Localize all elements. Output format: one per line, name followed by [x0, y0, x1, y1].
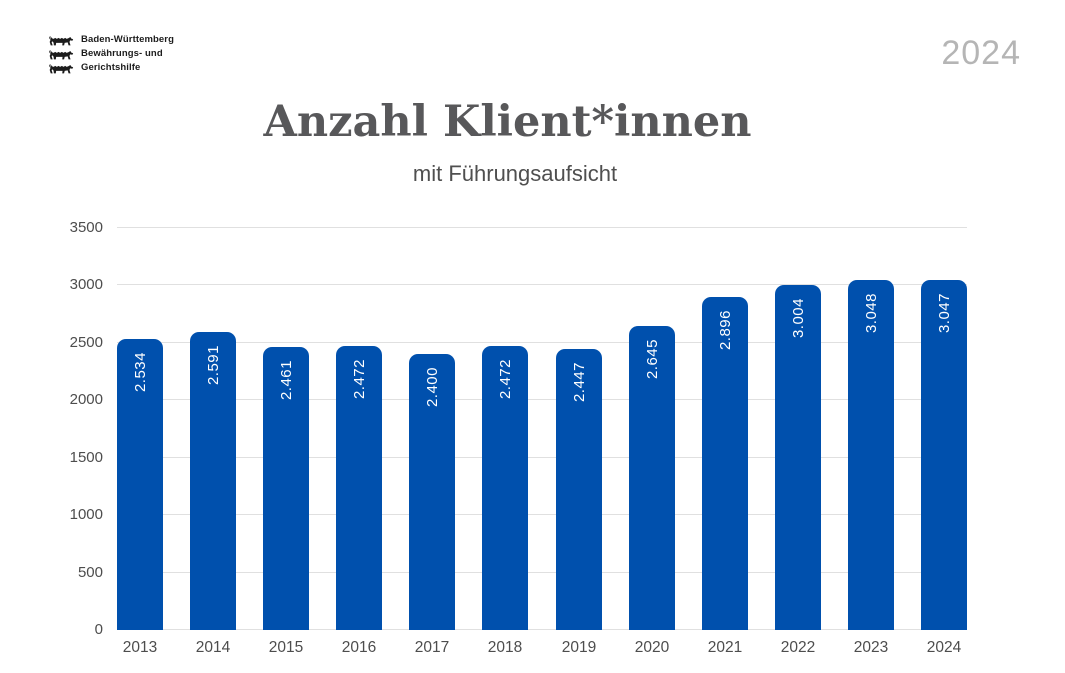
- x-axis-label: 2024: [926, 639, 962, 656]
- y-axis-label: 2500: [69, 333, 103, 351]
- bar-value-label: 2.447: [570, 362, 588, 403]
- gridline: [117, 456, 967, 458]
- bar-value-label: 2.896: [716, 310, 734, 351]
- report-year-badge: 2024: [941, 34, 1021, 72]
- y-axis-label: 1500: [69, 448, 103, 466]
- y-axis-label: 3000: [69, 276, 103, 294]
- y-axis-label: 0: [94, 621, 103, 638]
- gridline: [117, 514, 967, 516]
- y-axis-label: 500: [77, 563, 103, 581]
- y-axis-label: 1000: [69, 506, 103, 524]
- x-axis-label: 2018: [487, 639, 523, 656]
- bar-value-label: 2.534: [131, 352, 149, 393]
- x-axis-label: 2016: [341, 639, 377, 656]
- bar-value-label: 3.004: [789, 298, 807, 339]
- bar-2024: 3.047 2024: [921, 280, 967, 656]
- plot-area: 0 500 1000 1500 2000 2500 3000 3500 2.534 2013 2.5…: [70, 219, 967, 656]
- bar-value-label: 3.047: [935, 293, 953, 334]
- x-axis-label: 2022: [780, 639, 816, 656]
- logo-line-2: Bewährungs- und: [81, 47, 163, 59]
- gridline: [117, 571, 967, 573]
- bar-value-label: 2.472: [350, 359, 368, 400]
- gridline: [117, 341, 967, 343]
- x-axis-label: 2023: [853, 639, 889, 656]
- x-axis-label: 2020: [634, 639, 670, 656]
- bar-2020: 2.645 2020: [629, 326, 675, 656]
- x-axis-label: 2017: [414, 639, 450, 656]
- x-axis-label: 2021: [707, 639, 743, 656]
- bar-2014: 2.591 2014: [190, 332, 236, 656]
- x-axis-label: 2014: [195, 639, 231, 656]
- logo-line-1: Baden-Württemberg: [81, 34, 175, 45]
- gridline: [117, 629, 967, 630]
- bar-value-label: 2.461: [277, 360, 295, 401]
- y-axis-label: 2000: [69, 391, 103, 409]
- chart-title: Anzahl Klient*innen: [263, 97, 752, 147]
- bar-value-label: 2.400: [423, 367, 441, 408]
- gridline: [117, 227, 967, 228]
- gridline: [117, 399, 967, 401]
- bar-value-label: 2.645: [643, 339, 661, 380]
- logo-line-3: Gerichtshilfe: [81, 61, 141, 73]
- bar-2023: 3.048 2023: [848, 280, 894, 656]
- bar-value-label: 2.591: [204, 345, 222, 386]
- baden-wuerttemberg-lions-icon: [48, 35, 74, 75]
- bar-value-label: 2.472: [496, 359, 514, 400]
- bar-2013: 2.534 2013: [117, 339, 163, 656]
- x-axis-label: 2019: [561, 639, 597, 656]
- chart-subtitle: mit Führungsaufsicht: [412, 161, 618, 186]
- x-axis-label: 2013: [122, 639, 158, 656]
- bar-2021: 2.896 2021: [702, 297, 748, 656]
- logo-text: Baden-Württemberg Bewährungs- und Gerich…: [81, 33, 174, 74]
- bar-2018: 2.472 2018: [482, 346, 528, 656]
- logo: Baden-Württemberg Bewährungs- und Gerich…: [48, 33, 174, 75]
- bar-2022: 3.004 2022: [775, 285, 821, 656]
- gridline: [117, 284, 967, 286]
- x-axis-label: 2015: [268, 639, 304, 656]
- bar-2019: 2.447 2019: [556, 349, 602, 656]
- bar-2017: 2.400 2017: [409, 354, 455, 656]
- bar-2016: 2.472 2016: [336, 346, 382, 656]
- bar-2015: 2.461 2015: [263, 347, 309, 656]
- y-axis-label: 3500: [69, 219, 103, 236]
- bar-value-label: 3.048: [862, 293, 880, 334]
